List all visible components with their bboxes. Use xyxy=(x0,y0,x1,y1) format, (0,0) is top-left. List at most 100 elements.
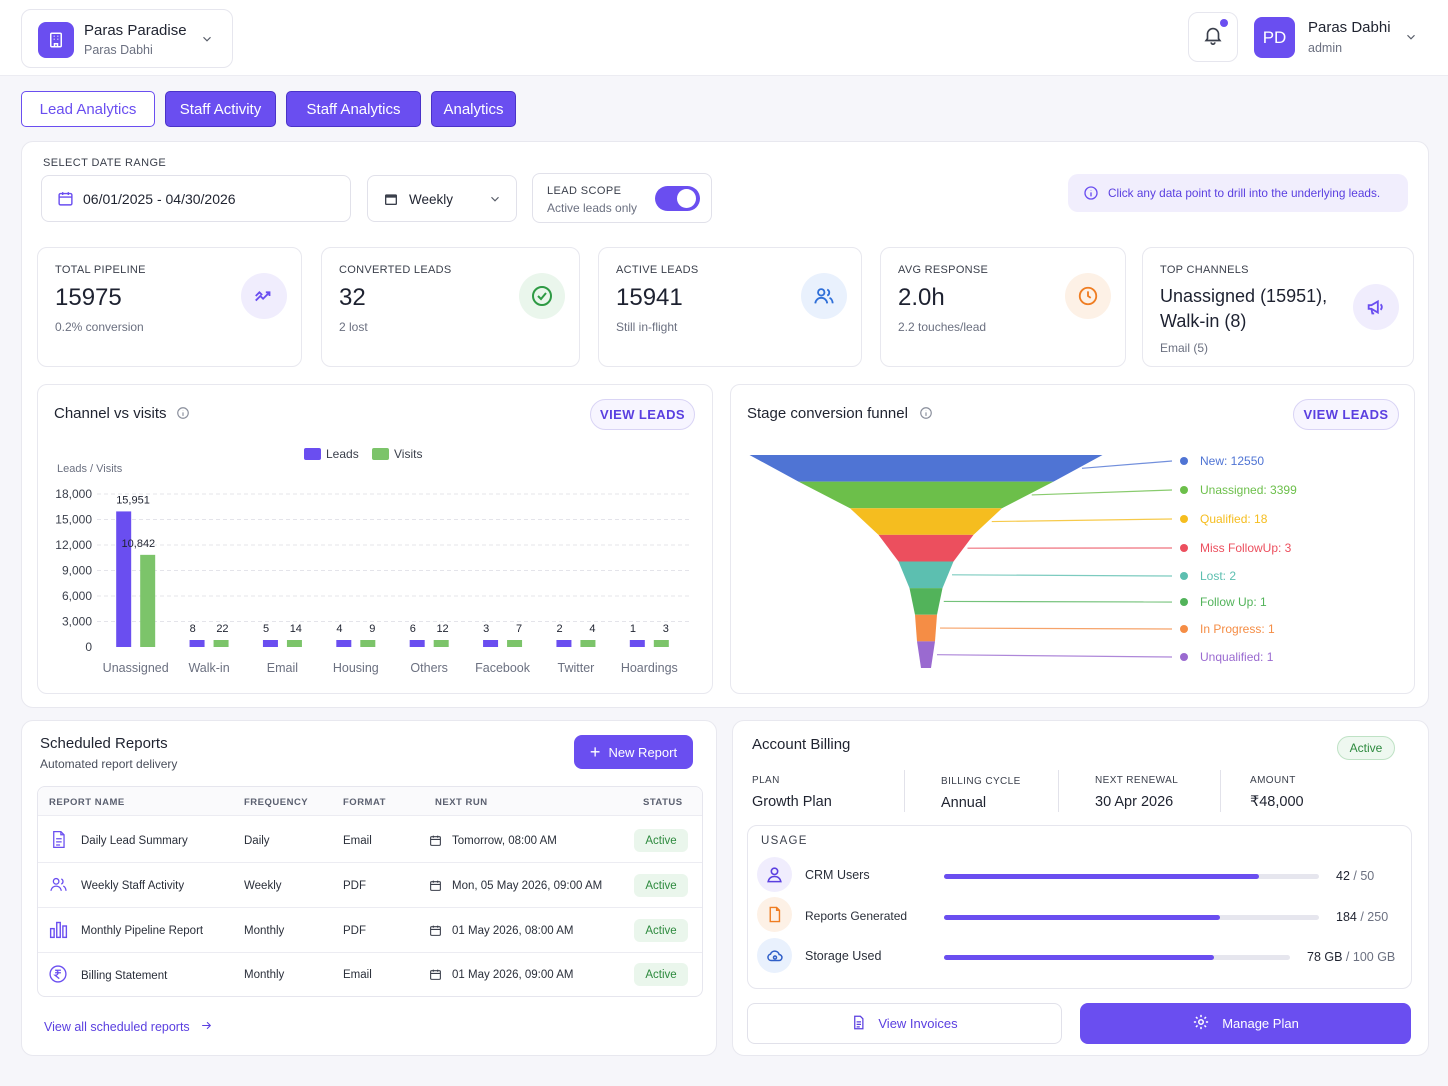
manage-plan-button[interactable]: Manage Plan xyxy=(1080,1003,1411,1044)
toggle-knob xyxy=(677,189,696,208)
legend-label: Visits xyxy=(394,447,422,461)
funnel-stage-label: In Progress: 1 xyxy=(1200,622,1275,636)
usage-count: 42 / 50 xyxy=(1336,869,1374,883)
usage-total: / 50 xyxy=(1353,869,1375,883)
kpi-label: TOTAL PIPELINE xyxy=(55,264,146,276)
new-report-button[interactable]: + New Report xyxy=(574,735,693,769)
report-frequency: Monthly xyxy=(244,925,285,937)
usage-bar-fill xyxy=(944,955,1214,960)
data-label: 6 xyxy=(410,623,416,635)
data-label: 12 xyxy=(436,623,448,635)
gear-icon xyxy=(1192,1013,1210,1034)
y-tick-label: 15,000 xyxy=(55,513,92,527)
funnel-legend-dot xyxy=(1180,598,1188,606)
hint-text: Click any data point to drill into the u… xyxy=(1108,186,1381,200)
report-frequency: Daily xyxy=(244,835,270,847)
view-leads-button[interactable]: VIEW LEADS xyxy=(1293,399,1399,430)
kpi-avg-response[interactable]: AVG RESPONSE 2.0h 2.2 touches/lead xyxy=(880,247,1126,367)
view-all-label: View all scheduled reports xyxy=(44,1020,190,1034)
usage-name: CRM Users xyxy=(805,868,870,882)
bar-leads xyxy=(262,640,278,647)
report-frequency: Monthly xyxy=(244,969,285,981)
funnel-leader-line xyxy=(1081,460,1173,469)
kpi-label: AVG RESPONSE xyxy=(898,264,989,276)
usage-name: Reports Generated xyxy=(805,909,908,923)
org-switcher[interactable]: Paras Paradise Paras Dabhi xyxy=(21,9,233,68)
kpi-total-pipeline[interactable]: TOTAL PIPELINE 15975 0.2% conversion xyxy=(37,247,302,367)
info-icon[interactable] xyxy=(919,406,933,425)
info-icon[interactable] xyxy=(176,406,190,425)
channel-bar-chart: Leads / Visits Leads Visits 18,000 15,000 12,… xyxy=(55,447,692,675)
view-all-reports-link[interactable]: View all scheduled reports xyxy=(44,1019,213,1035)
report-name: Daily Lead Summary xyxy=(81,835,188,847)
kpi-sub: Email (5) xyxy=(1160,341,1209,355)
status-badge: Active xyxy=(634,874,688,897)
report-format: PDF xyxy=(343,880,366,892)
document-icon xyxy=(49,829,68,855)
user-icon xyxy=(757,857,792,892)
tab-staff-analytics[interactable]: Staff Analytics xyxy=(286,91,421,127)
funnel-stage-label: Unqualified: 1 xyxy=(1200,650,1274,664)
bar-leads xyxy=(556,640,572,647)
bar-leads xyxy=(483,640,499,647)
kpi-sub: 2.2 touches/lead xyxy=(898,320,987,334)
date-range-input[interactable]: 06/01/2025 - 04/30/2026 xyxy=(41,175,351,222)
plan-value: Growth Plan xyxy=(752,794,832,810)
calendar-icon xyxy=(429,834,442,852)
tab-lead-analytics[interactable]: Lead Analytics xyxy=(21,91,155,127)
funnel-segment xyxy=(909,588,943,615)
billing-cycle-label: BILLING CYCLE xyxy=(941,776,1021,787)
report-next-run: 01 May 2026, 09:00 AM xyxy=(452,969,574,981)
billing-title: Account Billing xyxy=(752,736,851,753)
view-leads-button[interactable]: VIEW LEADS xyxy=(590,399,695,430)
file-icon xyxy=(757,897,792,932)
table-row[interactable] xyxy=(38,818,702,863)
y-tick-label: 12,000 xyxy=(55,538,92,552)
chevron-down-icon xyxy=(200,32,214,51)
kpi-converted-leads[interactable]: CONVERTED LEADS 32 2 lost xyxy=(321,247,580,367)
tab-staff-activity[interactable]: Staff Activity xyxy=(165,91,276,127)
col-report-name: REPORT NAME xyxy=(49,797,125,808)
tab-analytics[interactable]: Analytics xyxy=(431,91,516,127)
notifications-button[interactable] xyxy=(1188,12,1238,62)
funnel-segment xyxy=(898,561,954,589)
kpi-value: 2.0h xyxy=(898,284,945,311)
chart-legend: Leads Visits xyxy=(304,447,422,461)
report-name: Weekly Staff Activity xyxy=(81,880,185,892)
table-row[interactable] xyxy=(38,908,702,953)
table-row[interactable] xyxy=(38,863,702,908)
x-tick-label: Twitter xyxy=(558,661,595,675)
user-menu-chevron-icon[interactable] xyxy=(1404,30,1418,49)
kpi-sub: Still in-flight xyxy=(616,320,678,334)
bar-leads xyxy=(336,640,352,647)
bar-leads xyxy=(629,640,645,647)
avatar[interactable]: PD xyxy=(1254,17,1295,58)
report-name: Billing Statement xyxy=(81,970,168,982)
clock-icon xyxy=(1065,273,1111,319)
period-select[interactable]: Weekly xyxy=(367,175,517,222)
amount-label: AMOUNT xyxy=(1250,775,1296,786)
data-label: 10,842 xyxy=(122,538,156,550)
date-range-label: SELECT DATE RANGE xyxy=(43,157,167,169)
users-icon xyxy=(48,875,69,899)
data-label: 3 xyxy=(483,623,489,635)
report-next-run: Tomorrow, 08:00 AM xyxy=(452,835,557,847)
reports-subtitle: Automated report delivery xyxy=(40,757,178,771)
funnel-stage-label: Unassigned: 3399 xyxy=(1200,483,1297,497)
x-tick-label: Housing xyxy=(333,661,379,675)
kpi-top-channels[interactable]: TOP CHANNELS Unassigned (15951), Walk-in… xyxy=(1142,247,1414,367)
lead-scope-toggle[interactable] xyxy=(655,186,700,211)
usage-panel xyxy=(747,825,1412,989)
kpi-active-leads[interactable]: ACTIVE LEADS 15941 Still in-flight xyxy=(598,247,862,367)
calendar-icon xyxy=(57,190,74,212)
y-tick-label: 0 xyxy=(85,640,92,654)
funnel-legend-dot xyxy=(1180,515,1188,523)
funnel-stage-label: New: 12550 xyxy=(1200,454,1264,468)
report-next-run: Mon, 05 May 2026, 09:00 AM xyxy=(452,880,603,892)
data-label: 9 xyxy=(369,623,375,635)
data-label: 4 xyxy=(336,623,342,635)
table-header-row xyxy=(38,787,702,816)
y-tick-label: 3,000 xyxy=(62,615,92,629)
x-tick-label: Others xyxy=(410,661,448,675)
view-invoices-button[interactable]: View Invoices xyxy=(747,1003,1062,1044)
